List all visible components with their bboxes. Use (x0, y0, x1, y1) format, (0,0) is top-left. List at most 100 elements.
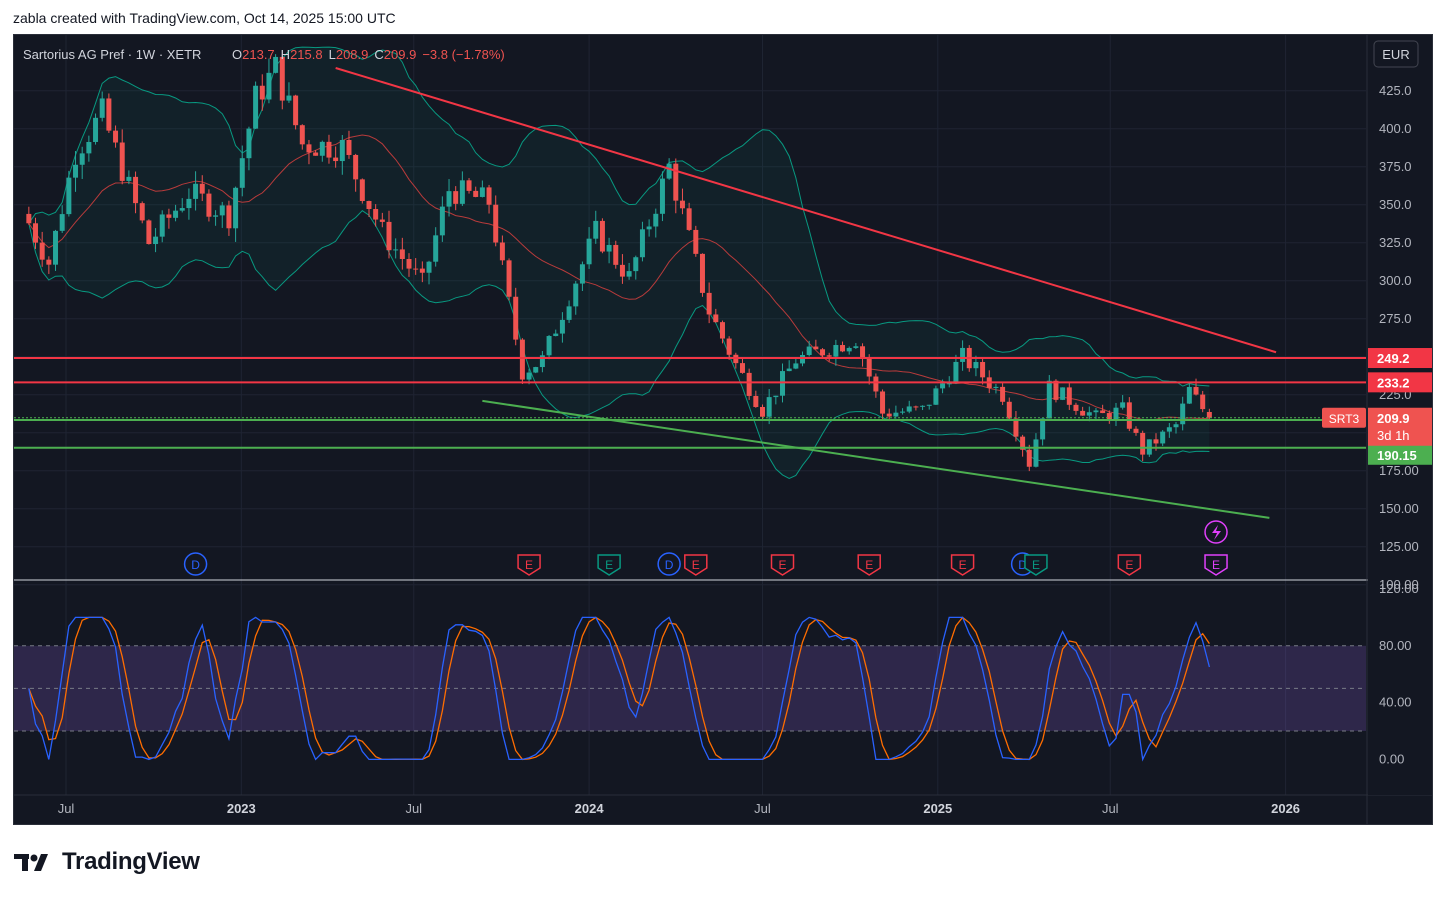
candle (713, 308, 719, 323)
candle-body (126, 176, 132, 181)
candle (619, 254, 625, 284)
stochastic-lines (28, 616, 1211, 762)
event-marker-earnings-up[interactable]: E (597, 554, 621, 576)
level-badge-249-2: 249.2 (1368, 348, 1432, 369)
candle (1033, 433, 1039, 468)
candle-body (53, 230, 59, 265)
price-axis-tick: 150.00 (1379, 501, 1419, 516)
candle (79, 146, 85, 179)
price-axis-tick: 400.0 (1379, 121, 1412, 136)
candle (980, 358, 986, 385)
candle (679, 188, 685, 215)
trendlines (335, 67, 1277, 519)
candle-body (780, 371, 786, 396)
candle (333, 146, 339, 168)
candle (53, 229, 59, 271)
earnings-icon (770, 554, 795, 576)
candle-body (940, 383, 946, 389)
candle (1126, 397, 1132, 432)
candle (273, 54, 279, 74)
candle-body (1200, 394, 1206, 410)
candle (393, 238, 399, 259)
earnings-icon (1204, 554, 1228, 576)
candle (473, 186, 479, 198)
candle-body (79, 153, 85, 165)
candle-body (293, 95, 299, 126)
candle-body (153, 236, 159, 245)
candle (659, 171, 665, 222)
candle-body (219, 205, 225, 216)
legend-symbol[interactable]: Sartorius AG Pref · 1W · XETR (23, 47, 201, 62)
event-marker-earnings-down[interactable]: E (950, 554, 975, 576)
candle-body (1053, 380, 1059, 400)
candle (453, 186, 459, 211)
candle-body (833, 345, 839, 357)
event-marker-dividend[interactable]: D (657, 552, 681, 576)
candle (880, 389, 886, 420)
earnings-icon (950, 554, 975, 576)
candle-body (193, 183, 199, 199)
event-marker-dividend[interactable]: D (183, 552, 208, 576)
candle (493, 195, 499, 247)
candle-body (93, 117, 99, 142)
candle (913, 405, 919, 411)
candle (499, 235, 505, 265)
event-marker-earnings-down[interactable]: E (684, 554, 708, 576)
bollinger-upper (28, 46, 1210, 387)
event-marker-earnings-upcoming[interactable]: E (1204, 554, 1228, 576)
event-marker-earnings-down[interactable]: E (770, 554, 795, 576)
candle-body (579, 264, 585, 284)
candle (166, 208, 172, 229)
candle (486, 184, 492, 214)
event-marker-earnings-down[interactable]: E (517, 554, 541, 576)
candle (699, 253, 705, 297)
candle-body (279, 56, 285, 101)
candle (1100, 404, 1106, 414)
candle (639, 221, 645, 262)
currency-button[interactable]: EUR (1373, 40, 1419, 68)
candle (1073, 402, 1079, 415)
price-axis-tick: 275.0 (1379, 311, 1412, 326)
candle (346, 130, 352, 159)
candle-body (566, 306, 572, 320)
event-marker-earnings-down[interactable]: E (1117, 554, 1142, 576)
candle-body (506, 260, 512, 297)
candle (226, 200, 232, 236)
price-axis-tick: 350.0 (1379, 197, 1412, 212)
candle (259, 74, 265, 111)
stoch-axis-tick: 0.00 (1379, 751, 1404, 766)
candle-body (1006, 401, 1012, 419)
tradingview-logo[interactable]: TradingView (14, 848, 200, 876)
event-marker-label: E (865, 558, 873, 572)
candle-body (593, 220, 599, 239)
price-axis-tick: 425.0 (1379, 83, 1412, 98)
candle-body (606, 244, 612, 252)
candle-body (426, 261, 432, 273)
candle-body (666, 163, 672, 179)
candle-body (619, 264, 625, 277)
candle-body (513, 296, 519, 340)
candle-body (459, 180, 465, 204)
candle-body (533, 367, 539, 373)
candle-body (386, 221, 392, 251)
candle (719, 320, 725, 344)
candle-body (793, 363, 799, 369)
candle-body (773, 395, 779, 398)
event-marker-label: E (1032, 558, 1040, 572)
candle (199, 175, 205, 202)
candle (133, 171, 139, 214)
candle-body (573, 283, 579, 307)
price-axis-tick: 100.00 (1379, 577, 1419, 592)
candle (46, 256, 52, 274)
candle (353, 153, 359, 192)
candle-body (273, 56, 279, 73)
candle (313, 150, 319, 156)
earnings-icon (517, 554, 541, 576)
candle (379, 212, 385, 228)
event-marker-earnings-down[interactable]: E (857, 554, 881, 576)
event-marker-earnings-up[interactable]: E (1024, 554, 1048, 576)
legend-ohlc: O213.7 H215.8 L208.9 C209.9 −3.8 (−1.78%) (232, 47, 505, 62)
